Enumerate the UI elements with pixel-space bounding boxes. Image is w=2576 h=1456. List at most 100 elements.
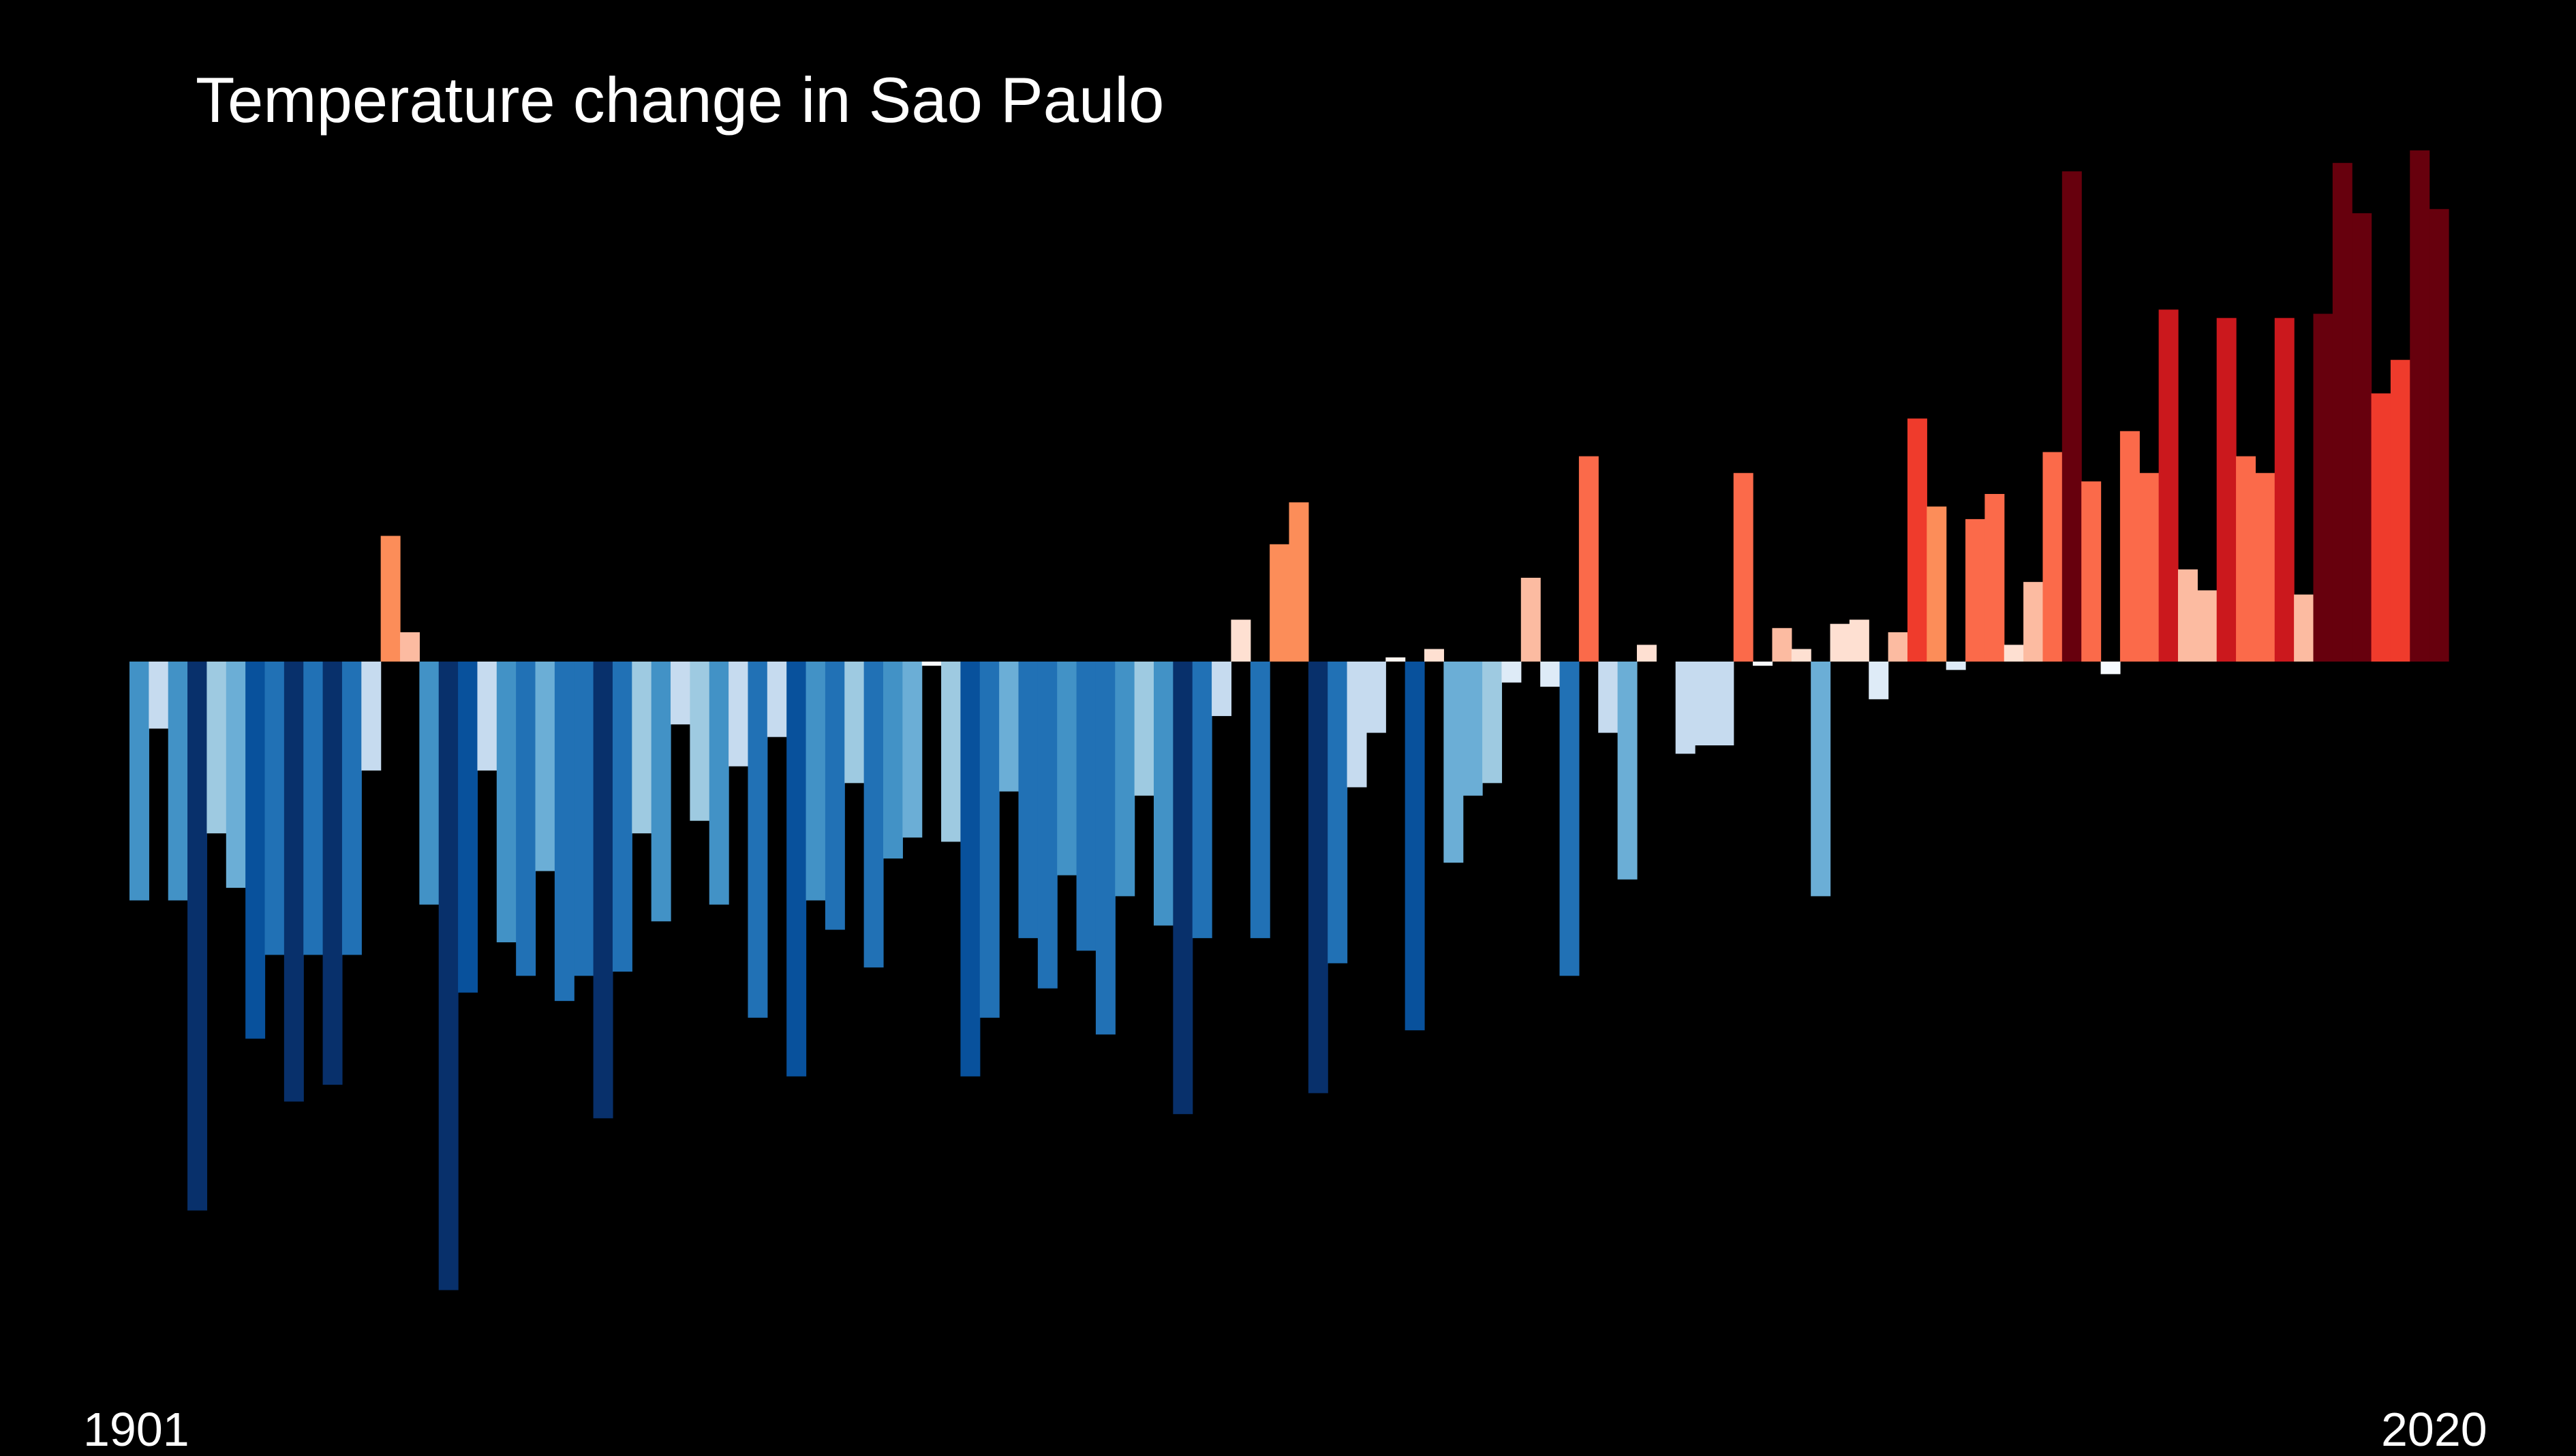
bar-2002 [2081, 481, 2102, 662]
bar-1950 [1076, 662, 1097, 951]
bar-1985 [1753, 662, 1773, 666]
bar-1988 [1811, 662, 1831, 897]
bar-2003 [2100, 662, 2121, 675]
bar-1930 [690, 662, 710, 821]
bar-1990 [1849, 619, 1869, 662]
bar-1917 [438, 662, 459, 1290]
bar-1992 [1888, 632, 1908, 662]
bar-1921 [516, 662, 536, 976]
bar-1905 [206, 662, 227, 834]
bar-2020 [2429, 208, 2449, 662]
bar-1961 [1289, 502, 1309, 662]
bar-1962 [1308, 662, 1328, 1094]
bar-1972 [1501, 662, 1522, 683]
bar-2000 [2042, 452, 2063, 662]
bar-1994 [1927, 506, 1947, 662]
bar-2019 [2410, 150, 2430, 662]
bar-1998 [2004, 645, 2024, 662]
bar-1923 [554, 662, 574, 1002]
bar-1986 [1772, 628, 1792, 662]
bar-1995 [1946, 662, 1966, 670]
bar-1904 [187, 662, 208, 1211]
bar-1987 [1791, 649, 1811, 662]
bar-1940 [883, 662, 903, 859]
bar-2013 [2294, 594, 2314, 662]
bar-1947 [1018, 662, 1039, 938]
bar-1912 [341, 662, 362, 955]
bar-1938 [844, 662, 865, 784]
bar-1943 [941, 662, 962, 842]
bar-1946 [999, 662, 1019, 792]
bar-1931 [709, 662, 729, 905]
bar-1906 [226, 662, 246, 888]
bar-1935 [786, 662, 807, 1076]
bar-1916 [419, 662, 440, 905]
bar-1979 [1636, 645, 1657, 662]
bar-1932 [729, 662, 749, 766]
bar-1926 [612, 662, 632, 972]
bar-1941 [902, 662, 923, 838]
bar-1971 [1482, 662, 1503, 784]
bar-2006 [2158, 309, 2179, 662]
bar-1915 [400, 632, 420, 662]
bar-1958 [1231, 619, 1251, 662]
bar-2009 [2216, 317, 2237, 662]
bar-1907 [245, 662, 266, 1039]
bar-1983 [1714, 662, 1734, 745]
bar-1939 [863, 662, 884, 967]
bar-1952 [1115, 662, 1135, 897]
bar-1970 [1462, 662, 1483, 796]
bar-1928 [651, 662, 671, 922]
bar-1965 [1366, 662, 1386, 733]
bar-2008 [2197, 590, 2218, 662]
bar-1902 [149, 662, 169, 729]
bar-2014 [2313, 313, 2333, 662]
bar-1908 [264, 662, 285, 955]
bar-1922 [535, 662, 555, 871]
bar-1910 [303, 662, 324, 955]
bar-2012 [2274, 317, 2295, 662]
bar-1919 [477, 662, 497, 771]
bar-1924 [574, 662, 594, 976]
bar-1989 [1830, 623, 1850, 662]
bar-1997 [1984, 494, 2005, 662]
bar-1925 [593, 662, 613, 1119]
chart-title: Temperature change in Sao Paulo [196, 64, 1165, 136]
bar-2018 [2390, 360, 2410, 662]
bar-1959 [1250, 662, 1270, 938]
bar-1948 [1037, 662, 1058, 989]
start-year-label: 1901 [83, 1403, 189, 1456]
bar-1937 [825, 662, 845, 930]
bar-1981 [1675, 662, 1696, 754]
bar-1936 [806, 662, 826, 901]
bar-1991 [1869, 662, 1889, 700]
bar-1973 [1520, 578, 1541, 662]
bar-1964 [1347, 662, 1367, 788]
bar-1957 [1212, 662, 1232, 716]
bar-1942 [921, 662, 942, 666]
bar-1911 [322, 662, 343, 1085]
bar-1927 [632, 662, 652, 834]
bar-2001 [2061, 171, 2082, 662]
bar-1933 [748, 662, 768, 1018]
bar-1976 [1578, 456, 1599, 662]
bar-2017 [2371, 393, 2391, 662]
bar-1954 [1153, 662, 1174, 926]
bars-group [129, 150, 2449, 1290]
bar-1951 [1095, 662, 1116, 1035]
bar-1963 [1328, 662, 1348, 963]
bar-1967 [1405, 662, 1425, 1031]
bar-2010 [2236, 456, 2256, 662]
bar-1960 [1270, 544, 1290, 662]
bar-1978 [1617, 662, 1638, 880]
bar-1945 [979, 662, 1000, 1018]
bar-1953 [1134, 662, 1154, 796]
bar-1949 [1057, 662, 1077, 876]
bar-1975 [1559, 662, 1580, 976]
bar-1968 [1424, 649, 1444, 662]
bar-1982 [1695, 662, 1715, 745]
bar-2007 [2177, 569, 2198, 662]
bar-1914 [380, 536, 401, 662]
bar-1901 [129, 662, 149, 901]
